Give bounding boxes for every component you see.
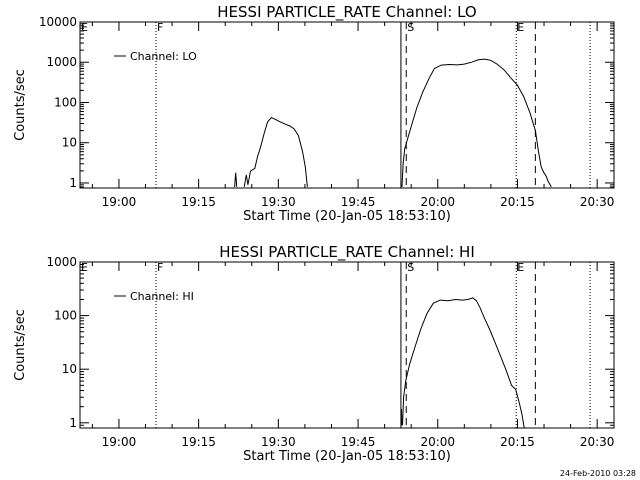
x-tick-label: 20:00 [420,195,455,209]
x-tick-label: 20:30 [580,195,615,209]
marker-label-e: E [517,21,524,34]
x-tick-label: 20:15 [500,435,535,449]
marker-label-e: E [81,21,88,34]
y-axis-label: Counts/sec [13,309,28,381]
marker-label-f: F [157,261,163,274]
y-tick-label: 10000 [39,15,77,29]
y-tick-label: 1 [69,416,77,430]
legend-label: Channel: LO [130,50,197,63]
legend-label: Channel: HI [130,290,194,303]
series-line-hi [402,297,525,429]
y-tick-label: 100 [54,309,77,323]
x-tick-label: 19:15 [181,435,216,449]
chart-title: HESSI PARTICLE_RATE Channel: LO [217,3,476,22]
x-tick-label: 19:30 [261,195,296,209]
y-tick-label: 100 [54,95,77,109]
plot-frame [79,21,615,189]
x-tick-label: 20:15 [500,195,535,209]
x-tick-label: 20:30 [580,435,615,449]
x-tick-label: 19:00 [102,195,137,209]
series-line-lo [234,172,238,187]
x-tick-label: 19:30 [261,435,296,449]
series-line-lo [401,58,552,188]
chart-title: HESSI PARTICLE_RATE Channel: HI [219,243,475,262]
marker-label-e: E [81,261,88,274]
panel-hi: HESSI PARTICLE_RATE Channel: HI 19:00 19:1… [13,243,615,464]
marker-label-s: S [407,21,414,34]
x-tick-label: 19:00 [102,435,137,449]
series-line-lo [243,116,308,187]
series-line-hi [401,409,403,426]
y-tick-label: 10 [62,362,77,376]
x-tick-label: 19:15 [181,195,216,209]
plot-frame [79,261,615,429]
y-tick-label: 10 [62,136,77,150]
marker-label-s: S [407,261,414,274]
x-tick-label: 20:00 [420,435,455,449]
marker-label-e: E [517,261,524,274]
y-tick-label: 1000 [46,255,77,269]
footer-timestamp: 24-Feb-2010 03:28 [560,469,636,478]
x-axis-label: Start Time (20-Jan-05 18:53:10) [243,449,451,464]
y-tick-label: 1 [69,176,77,190]
x-tick-label: 19:45 [341,195,376,209]
y-tick-label: 1000 [46,55,77,69]
x-tick-label: 19:45 [341,435,376,449]
x-axis-label: Start Time (20-Jan-05 18:53:10) [243,209,451,224]
y-axis-label: Counts/sec [13,69,28,141]
panel-lo: HESSI PARTICLE_RATE Channel: LO 19:00 19:1… [13,3,615,224]
marker-label-f: F [157,21,163,34]
